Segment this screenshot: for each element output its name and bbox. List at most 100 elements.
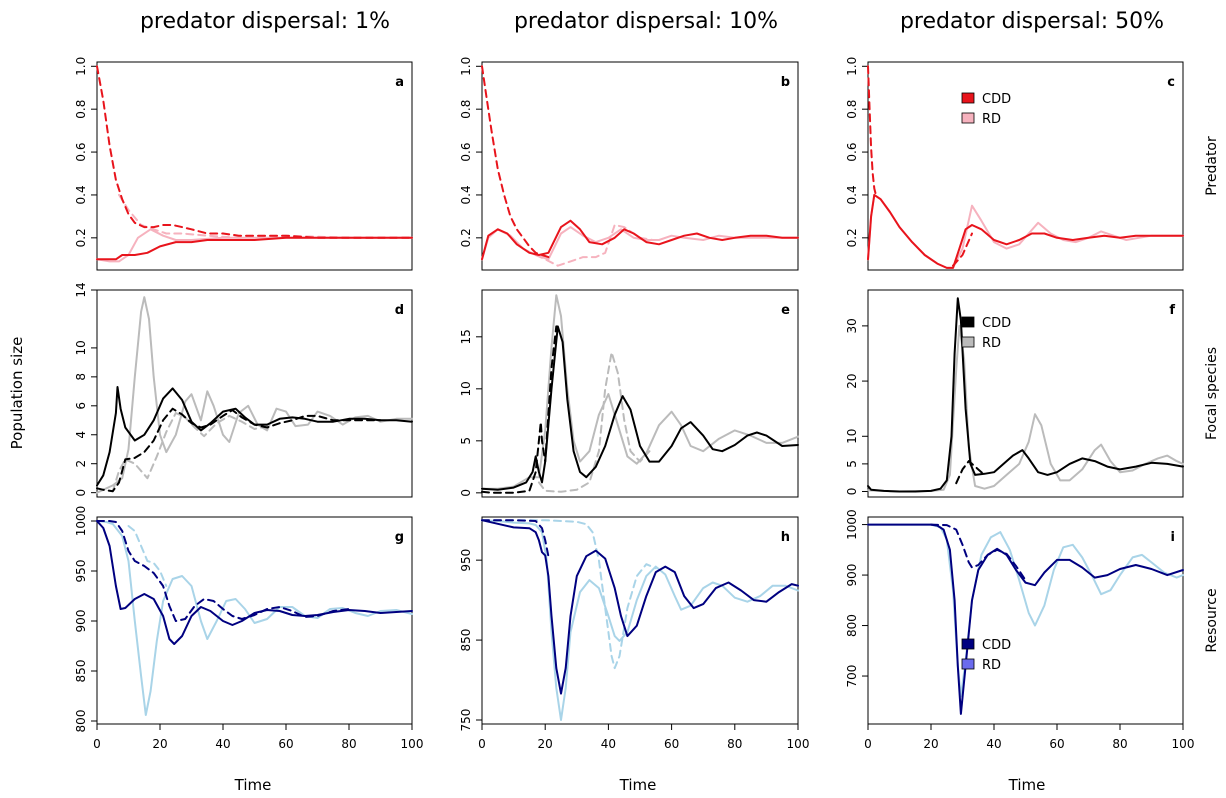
y-tick-label: 8 [74, 373, 88, 381]
series-line [537, 351, 651, 493]
panel-label: b [781, 75, 790, 90]
legend-label: CDD [982, 316, 1011, 331]
series-line [481, 519, 799, 695]
y-tick-label: 5 [845, 460, 859, 468]
x-tick-label: 80 [727, 737, 742, 751]
y-tick-label: 30 [845, 318, 859, 333]
y-tick-label: 900 [74, 610, 88, 633]
y-tick-label: 900 [845, 564, 859, 587]
legend-swatch [961, 316, 975, 328]
series-line [481, 65, 550, 259]
series-line [96, 520, 413, 645]
row-label: Resource [1204, 588, 1220, 652]
plot-frame [867, 289, 1184, 498]
x-axis-label: Time [619, 776, 657, 794]
y-tick-label: 2 [74, 460, 88, 468]
legend-label: CDD [982, 92, 1011, 107]
y-tick-label: 10 [845, 429, 859, 444]
panel-label: f [1169, 303, 1175, 318]
y-tick-label: 0.8 [459, 100, 473, 119]
series-line [481, 325, 558, 494]
y-tick-label: 0 [74, 489, 88, 497]
y-tick-label: 0.4 [459, 185, 473, 204]
panel-label: h [781, 530, 790, 545]
legend-label: CDD [982, 638, 1011, 653]
legend-label: RD [982, 658, 1001, 673]
series-line [481, 325, 799, 491]
y-tick-label: 0.2 [74, 228, 88, 247]
y-tick-label: 950 [459, 549, 473, 572]
row-label: Predator [1204, 136, 1220, 196]
series-line [118, 193, 413, 239]
y-tick-label: 0.6 [845, 143, 859, 162]
series-line [96, 65, 413, 239]
column-title: predator dispersal: 1% [140, 9, 390, 34]
y-tick-label: 0.4 [74, 185, 88, 204]
series-line [867, 523, 1184, 715]
column-title: predator dispersal: 10% [514, 9, 778, 34]
series-line [96, 296, 413, 494]
plot-frame [867, 61, 1184, 271]
y-tick-label: 0 [459, 489, 473, 497]
y-tick-label: 0 [845, 488, 859, 496]
y-tick-label: 800 [74, 710, 88, 733]
series-line [481, 519, 657, 670]
y-tick-label: 14 [74, 282, 88, 297]
x-tick-label: 60 [664, 737, 679, 751]
series-line [96, 236, 413, 261]
y-tick-label: 6 [74, 402, 88, 410]
x-tick-label: 0 [478, 737, 486, 751]
panel-label: a [395, 75, 404, 90]
x-axis-label: Time [1008, 776, 1046, 794]
x-tick-label: 0 [864, 737, 872, 751]
y-tick-label: 850 [74, 660, 88, 683]
x-axis-label: Time [234, 776, 272, 794]
y-tick-label: 10 [459, 381, 473, 396]
panel-label: e [781, 303, 790, 318]
series-line [96, 228, 413, 263]
series-line [96, 386, 413, 487]
x-tick-label: 20 [923, 737, 938, 751]
panel-label: i [1171, 530, 1175, 545]
y-tick-label: 700 [845, 665, 859, 688]
plot-frame [96, 516, 413, 725]
y-tick-label: 20 [845, 373, 859, 388]
y-tick-label: 950 [74, 560, 88, 583]
legend-swatch [961, 336, 975, 348]
y-tick-label: 5 [459, 437, 473, 445]
series-line [481, 294, 799, 490]
series-line [952, 232, 973, 267]
x-tick-label: 40 [986, 737, 1001, 751]
y-tick-label: 800 [845, 614, 859, 637]
legend-swatch [961, 658, 975, 670]
row-label: Focal species [1204, 347, 1220, 440]
y-tick-label: 0.6 [74, 143, 88, 162]
plot-frame [867, 516, 1184, 725]
panel-label: g [395, 530, 404, 545]
series-line [127, 525, 168, 587]
plot-frame [96, 61, 413, 271]
x-tick-label: 60 [278, 737, 293, 751]
series-line [867, 523, 1184, 698]
series-line [930, 523, 1027, 582]
y-tick-label: 0.2 [845, 228, 859, 247]
x-tick-label: 0 [93, 737, 101, 751]
column-title: predator dispersal: 50% [900, 9, 1164, 34]
y-tick-label: 0.6 [459, 143, 473, 162]
series-line [111, 412, 269, 493]
y-tick-label: 1000 [845, 509, 859, 540]
y-tick-label: 1000 [74, 506, 88, 537]
x-tick-label: 40 [601, 737, 616, 751]
y-tick-label: 1.0 [459, 57, 473, 76]
x-tick-label: 20 [538, 737, 553, 751]
series-line [867, 324, 1184, 493]
x-tick-label: 20 [152, 737, 167, 751]
y-tick-label: 1.0 [74, 57, 88, 76]
series-line [867, 193, 1184, 269]
panel-label: d [395, 303, 404, 318]
series-line [534, 224, 654, 267]
y-tick-label: 4 [74, 431, 88, 439]
y-tick-label: 0.8 [845, 100, 859, 119]
series-line [481, 519, 799, 721]
